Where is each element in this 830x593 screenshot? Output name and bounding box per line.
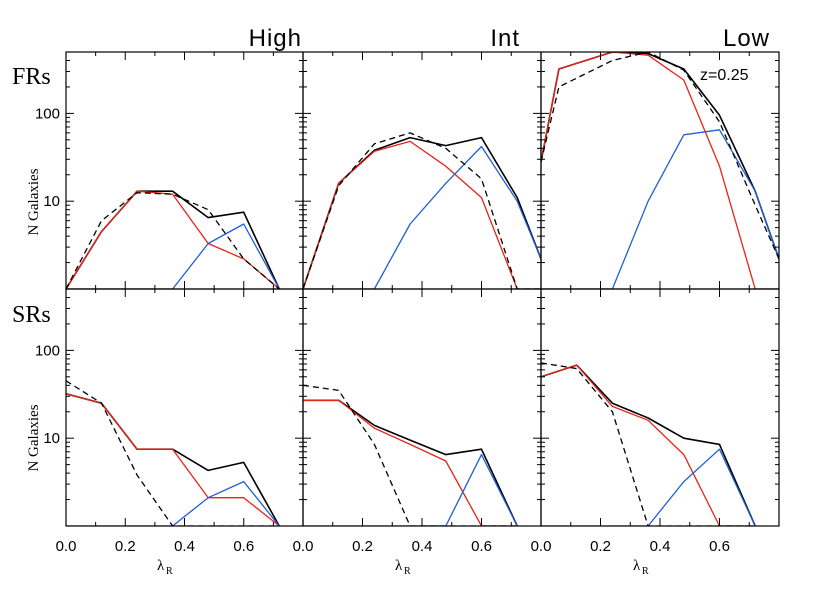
x-tick-label: 0.0 [293,538,314,555]
series-line-comparison-dashed [303,132,541,289]
y-axis-label-bottom: N Galaxies [26,404,42,471]
y-tick-label: 10 [43,430,60,447]
x-tick-label: 0.4 [412,538,433,555]
x-axis-label-int: λ R [395,558,411,577]
panel-frs-high: 10 100 [35,51,304,290]
series-line-fast [303,140,541,289]
x-tick-label: 0.4 [650,538,671,555]
x-tick-label: 0.0 [531,538,552,555]
series-group [66,380,280,526]
series-group [303,384,518,526]
x-tick-label: 0.0 [56,538,77,555]
column-label-int: Int [490,25,520,52]
series-line-comparison-dashed [541,52,779,260]
x-axis-label-main: λ [395,558,403,574]
x-axis-label-subscript: R [166,566,173,577]
series-line-total [303,136,541,289]
panel-frs-int [302,51,542,290]
plot-frame [540,288,780,527]
x-tick-label: 0.6 [471,538,492,555]
plot-frame [65,288,304,527]
x-tick-label: 0.6 [233,538,254,555]
series-line-slow [541,448,756,526]
x-axis-label-main: λ [633,558,641,574]
x-tick-label: 0.2 [590,538,611,555]
series-line-total [66,190,281,289]
row-label-frs: FRs [12,64,51,90]
y-tick-label: 100 [35,105,60,122]
series-group [303,132,541,289]
x-axis-label-main: λ [157,558,165,574]
series-line-slow [66,480,280,526]
x-tick-label: 0.6 [709,538,730,555]
series-group [541,52,779,289]
x-tick-label: 0.2 [352,538,373,555]
y-axis-label-top: N Galaxies [26,168,42,235]
x-axis-label-high: λ R [157,558,173,577]
panels-group: 10 100 0.0 0.2 0.4 0.6 10 100 0.0 0.2 0.4 0.6 0.0 0.2… [35,51,780,555]
plot-frame [302,288,542,527]
panel-srs-low: 0.0 0.2 0.4 0.6 [531,288,780,555]
x-tick-label: 0.2 [115,538,136,555]
y-tick-label: 10 [43,193,60,210]
redshift-annotation: z=0.25 [700,67,749,84]
series-line-slow [303,453,518,526]
x-tick-label: 0.4 [174,538,195,555]
series-line-fast [66,190,280,289]
series-line-slow [541,129,779,289]
series-line-slow [303,145,541,289]
column-label-low: Low [723,25,770,52]
column-label-high: High [249,25,302,52]
series-line-fast [541,52,779,289]
series-line-comparison-dashed [66,192,280,289]
x-axis-label-subscript: R [404,566,411,577]
series-line-fast [66,393,280,526]
series-line-slow [66,223,280,289]
series-group [66,190,281,289]
series-line-total [66,393,280,526]
series-line-comparison-dashed [541,362,756,526]
series-line-total [541,364,756,526]
series-group [541,362,756,526]
panel-frs-low [540,51,780,290]
panel-srs-high: 0.0 0.2 0.4 0.6 10 100 [35,288,304,555]
row-label-srs: SRs [12,302,51,328]
series-line-comparison-dashed [66,380,280,526]
panel-srs-int: 0.0 0.2 0.4 0.6 [293,288,542,555]
series-line-fast [303,399,518,526]
plot-frame [65,51,304,290]
y-tick-label: 100 [35,342,60,359]
x-axis-label-subscript: R [642,566,649,577]
x-axis-label-low: λ R [633,558,649,577]
series-line-fast [541,364,756,526]
